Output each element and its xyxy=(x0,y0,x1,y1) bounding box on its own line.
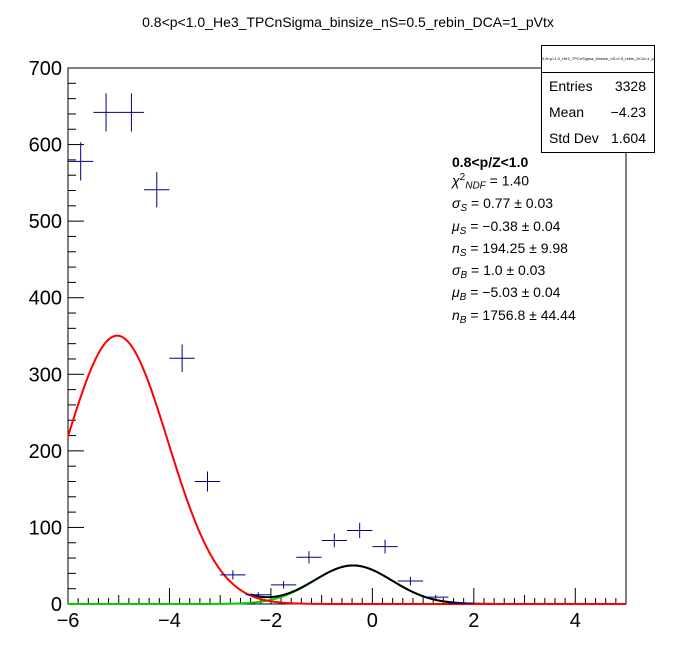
data-point xyxy=(220,570,246,580)
y-tick-label: 500 xyxy=(29,211,62,233)
stats-value: 3328 xyxy=(614,78,646,94)
data-point xyxy=(372,539,398,554)
fit-header: 0.8<p/Z<1.0 xyxy=(452,154,529,170)
data-point xyxy=(144,172,170,208)
data-points xyxy=(68,93,474,604)
fit-mu-s-value: = −0.38 ± 0.04 xyxy=(470,217,561,234)
stats-value: −4.23 xyxy=(610,104,646,120)
fit-n-b: nB = 1756.8 ± 44.44 xyxy=(452,306,576,326)
fit-chi2-value: = 1.40 xyxy=(489,172,529,189)
signal-fit-curve xyxy=(68,564,626,605)
stats-row-mean: Mean −4.23 xyxy=(542,99,654,125)
data-point xyxy=(448,602,474,604)
data-point xyxy=(68,142,94,181)
fit-sigma-b-value: = 1.0 ± 0.03 xyxy=(471,262,546,279)
y-tick-label: 400 xyxy=(29,288,62,310)
fit-curves xyxy=(67,334,626,605)
fit-sigma-s: σS = 0.77 ± 0.03 xyxy=(452,195,554,215)
stats-row-entries: Entries 3328 xyxy=(542,73,654,99)
total-fit-curve xyxy=(250,564,626,605)
fit-mu-b-value: = −5.03 ± 0.04 xyxy=(470,284,561,301)
x-tick-label: −4 xyxy=(158,610,181,632)
y-tick-label: 600 xyxy=(29,135,62,157)
stats-row-stddev: Std Dev 1.604 xyxy=(542,125,654,151)
y-tick-label: 0 xyxy=(51,594,62,616)
data-point xyxy=(321,533,347,548)
data-point xyxy=(93,93,119,132)
data-point xyxy=(245,592,271,598)
fit-results: 0.8<p/Z<1.0 χ2NDF = 1.40 σS = 0.77 ± 0.0… xyxy=(452,154,576,329)
x-tick-label: 2 xyxy=(468,610,479,632)
y-tick-label: 300 xyxy=(29,364,62,386)
x-tick-label: −6 xyxy=(57,610,80,632)
data-point xyxy=(347,522,373,539)
stats-label: Mean xyxy=(549,104,585,120)
x-tick-label: 0 xyxy=(367,610,378,632)
fit-mu-s: μS = −0.38 ± 0.04 xyxy=(452,217,561,237)
fit-mu-b: μB = −5.03 ± 0.04 xyxy=(452,284,561,304)
y-tick-label: 100 xyxy=(29,517,62,539)
x-tick-label: 4 xyxy=(570,610,581,632)
y-tick-label: 200 xyxy=(29,441,62,463)
data-point xyxy=(423,594,449,600)
background-fit-curve xyxy=(67,334,626,605)
fit-chi2: χ2NDF = 1.40 xyxy=(452,172,529,192)
fit-sigma-b: σB = 1.0 ± 0.03 xyxy=(452,262,546,282)
fit-sigma-s-value: = 0.77 ± 0.03 xyxy=(471,195,554,212)
stats-label: Entries xyxy=(549,78,593,94)
stats-value: 1.604 xyxy=(610,130,646,146)
y-tick-label: 700 xyxy=(29,58,62,80)
axes: −6 −4 −2 0 2 4 0 100 200 300 400 500 600 700 xyxy=(29,58,627,632)
stats-label: Std Dev xyxy=(549,130,599,146)
stats-title: 0.8<p<1.0_He3_TPCnSigma_binsize_nS=0.5_r… xyxy=(542,46,654,73)
data-point xyxy=(397,576,424,586)
data-point xyxy=(296,551,322,564)
fit-n-s-value: = 194.25 ± 9.98 xyxy=(470,239,568,256)
chart-title: 0.8<p<1.0_He3_TPCnSigma_binsize_nS=0.5_r… xyxy=(142,14,554,30)
data-point xyxy=(270,581,297,589)
data-point xyxy=(194,471,221,492)
data-point xyxy=(118,93,145,132)
stats-box: 0.8<p<1.0_He3_TPCnSigma_binsize_nS=0.5_r… xyxy=(541,45,655,153)
fit-n-b-value: = 1756.8 ± 44.44 xyxy=(470,306,576,323)
fit-n-s: nS = 194.25 ± 9.98 xyxy=(452,239,568,259)
data-point xyxy=(169,344,195,372)
x-tick-label: −2 xyxy=(260,610,283,632)
